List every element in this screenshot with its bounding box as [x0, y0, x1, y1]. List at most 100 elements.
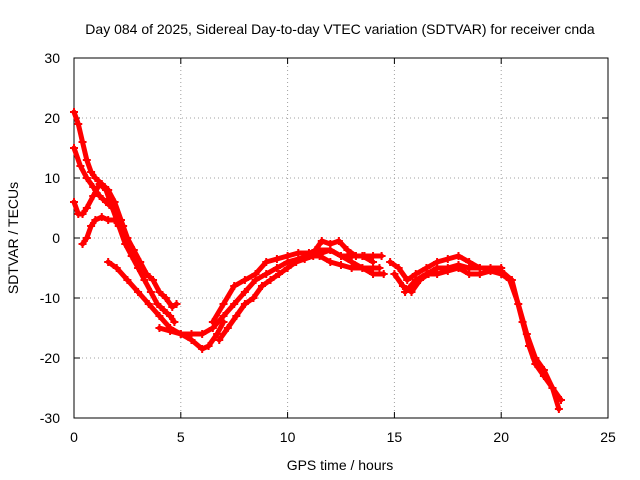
data-point — [522, 330, 531, 338]
data-point — [486, 264, 495, 272]
data-point — [134, 288, 143, 296]
data-point — [112, 264, 121, 272]
data-point — [433, 264, 442, 272]
data-point — [465, 264, 474, 272]
data-point — [149, 276, 158, 284]
data-point — [213, 330, 222, 338]
data-point — [475, 264, 484, 272]
data-point — [390, 270, 399, 278]
y-tick-label: 30 — [44, 50, 60, 66]
series-track-4 — [78, 213, 123, 248]
data-point — [87, 168, 96, 176]
data-point — [394, 264, 403, 272]
data-point — [240, 288, 249, 296]
data-point — [401, 288, 410, 296]
data-point — [70, 144, 78, 152]
data-point — [358, 264, 367, 272]
data-point — [110, 216, 119, 224]
y-tick-label: -20 — [40, 350, 60, 366]
data-point — [443, 255, 452, 263]
data-point — [219, 300, 228, 308]
series-band — [402, 262, 504, 295]
data-point — [166, 312, 175, 320]
data-point — [443, 264, 452, 272]
data-point — [230, 282, 239, 290]
data-point — [198, 330, 207, 338]
data-point — [334, 237, 343, 245]
x-tick-label: 0 — [70, 429, 78, 445]
data-point — [275, 270, 284, 278]
series-band — [156, 253, 382, 337]
series-band — [306, 238, 385, 259]
data-point — [257, 282, 266, 290]
x-axis-label: GPS time / hours — [287, 457, 394, 473]
data-point — [454, 261, 463, 269]
data-point — [82, 174, 91, 182]
data-point — [82, 156, 91, 164]
data-point — [78, 240, 87, 248]
data-point — [104, 258, 113, 266]
data-point — [249, 294, 258, 302]
data-point — [262, 270, 271, 278]
data-point — [337, 252, 345, 260]
data-point — [514, 300, 523, 308]
data-point — [170, 318, 179, 326]
data-point — [78, 210, 87, 218]
data-point — [198, 345, 207, 353]
data-point — [554, 405, 563, 413]
y-tick-label: 0 — [52, 230, 60, 246]
data-point — [292, 258, 301, 266]
data-point — [539, 366, 548, 374]
data-point — [531, 354, 540, 362]
data-point — [123, 276, 132, 284]
data-point — [155, 288, 164, 296]
data-point — [161, 294, 170, 302]
data-point — [369, 252, 378, 260]
data-point — [379, 270, 388, 278]
data-point — [375, 264, 384, 272]
x-tick-label: 20 — [493, 429, 509, 445]
data-point — [208, 318, 217, 326]
data-point — [134, 264, 143, 272]
data-point — [230, 300, 239, 308]
x-tick-label: 5 — [177, 429, 185, 445]
data-point — [360, 252, 369, 260]
data-point — [82, 234, 91, 242]
data-point — [326, 258, 335, 266]
data-point — [97, 213, 106, 221]
data-point — [78, 138, 87, 146]
y-tick-label: 10 — [44, 170, 60, 186]
data-point — [283, 252, 292, 260]
series-track-11 — [390, 264, 563, 413]
data-point — [548, 384, 557, 392]
data-point — [204, 342, 213, 350]
data-point — [403, 276, 412, 284]
data-point — [283, 264, 292, 272]
data-point — [153, 300, 162, 308]
data-point — [114, 222, 123, 230]
data-point — [351, 252, 360, 260]
data-point — [91, 174, 100, 182]
x-tick-label: 25 — [600, 429, 616, 445]
data-marks — [70, 108, 566, 413]
data-point — [240, 276, 249, 284]
data-point — [505, 276, 514, 284]
data-point — [82, 204, 91, 212]
data-point — [146, 288, 155, 296]
data-point — [398, 282, 407, 290]
data-point — [369, 270, 378, 278]
axis-ticks — [73, 57, 609, 419]
x-tick-label: 15 — [387, 429, 403, 445]
data-point — [166, 327, 175, 335]
data-point — [155, 324, 164, 332]
tick-labels: 0 5 10 15 20 25 -30 -20 -10 0 10 20 30 — [40, 50, 616, 445]
series-band — [105, 259, 226, 352]
y-tick-label: 20 — [44, 110, 60, 126]
data-point — [337, 261, 345, 269]
data-point — [95, 180, 104, 188]
data-point — [311, 246, 320, 254]
data-point — [121, 240, 130, 248]
data-point — [102, 186, 111, 194]
data-point — [89, 192, 98, 200]
data-point — [108, 204, 117, 212]
